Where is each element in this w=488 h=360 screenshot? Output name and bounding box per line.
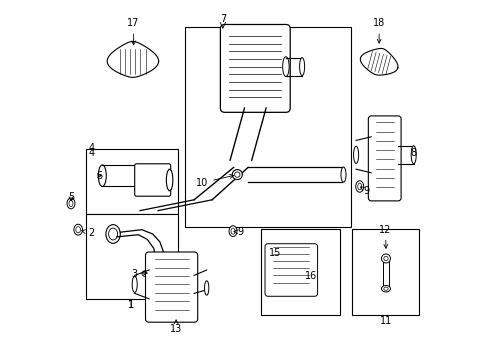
Text: 9: 9 [233, 227, 244, 237]
Bar [260, 229, 339, 315]
Text: 17: 17 [127, 18, 140, 45]
Ellipse shape [108, 228, 117, 240]
Ellipse shape [76, 227, 81, 233]
Ellipse shape [383, 287, 387, 291]
Ellipse shape [228, 226, 237, 237]
Text: 13: 13 [170, 320, 182, 334]
Bar [86, 149, 178, 214]
Text: 4: 4 [88, 143, 94, 153]
Ellipse shape [166, 169, 172, 191]
Bar [382, 261, 388, 286]
Text: 1: 1 [128, 300, 134, 310]
FancyBboxPatch shape [367, 116, 400, 201]
Ellipse shape [410, 146, 415, 164]
Ellipse shape [383, 256, 387, 261]
Ellipse shape [340, 167, 346, 182]
Text: 1: 1 [128, 300, 134, 310]
Polygon shape [360, 48, 397, 75]
Ellipse shape [106, 225, 120, 243]
Ellipse shape [155, 270, 164, 277]
Ellipse shape [69, 200, 73, 207]
Text: 11: 11 [379, 316, 391, 326]
Text: 12: 12 [379, 225, 391, 248]
FancyBboxPatch shape [134, 164, 170, 196]
Text: 7: 7 [219, 14, 225, 24]
Text: 2: 2 [81, 228, 95, 238]
Text: 16: 16 [305, 271, 317, 282]
Polygon shape [107, 41, 158, 77]
Ellipse shape [234, 172, 240, 177]
Ellipse shape [204, 281, 208, 295]
Ellipse shape [132, 276, 137, 292]
Bar [185, 27, 350, 227]
Text: 18: 18 [372, 18, 385, 43]
Ellipse shape [357, 183, 361, 190]
Text: 4: 4 [88, 148, 94, 158]
Text: 10: 10 [196, 175, 233, 188]
FancyBboxPatch shape [264, 244, 317, 296]
Ellipse shape [299, 58, 304, 76]
Ellipse shape [74, 224, 82, 235]
Text: 8: 8 [409, 148, 415, 158]
Ellipse shape [381, 254, 390, 263]
Ellipse shape [355, 181, 363, 192]
Bar [352, 229, 418, 315]
Ellipse shape [142, 271, 149, 276]
Bar [86, 214, 178, 299]
Ellipse shape [98, 165, 106, 186]
Ellipse shape [232, 170, 242, 180]
Text: 5: 5 [68, 192, 74, 202]
Text: 3: 3 [131, 269, 147, 279]
Ellipse shape [381, 285, 390, 292]
Ellipse shape [353, 146, 358, 163]
Text: 9: 9 [360, 186, 369, 196]
Text: 6: 6 [97, 171, 102, 181]
Text: 15: 15 [268, 248, 281, 258]
Ellipse shape [282, 57, 288, 77]
FancyBboxPatch shape [145, 252, 197, 322]
FancyBboxPatch shape [220, 24, 289, 112]
Ellipse shape [230, 228, 234, 234]
Ellipse shape [67, 198, 75, 209]
